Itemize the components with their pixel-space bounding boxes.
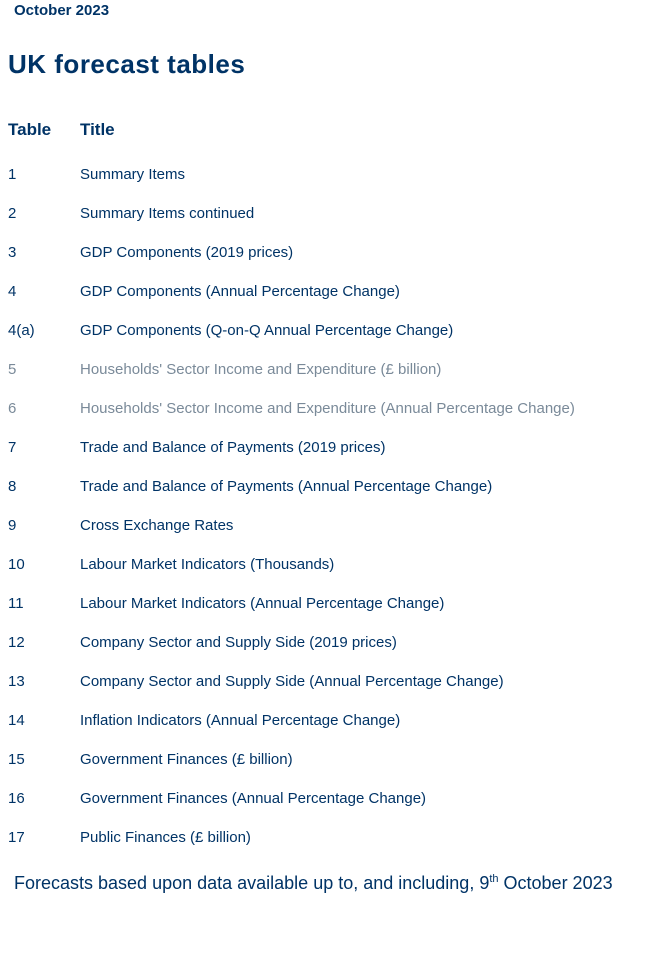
- footnote-prefix: Forecasts based upon data available up t…: [14, 873, 489, 893]
- table-id: 9: [8, 517, 80, 556]
- table-title: Labour Market Indicators (Annual Percent…: [80, 595, 642, 634]
- table-row: 12Company Sector and Supply Side (2019 p…: [8, 634, 642, 673]
- page-title: UK forecast tables: [8, 49, 642, 80]
- table-title: Cross Exchange Rates: [80, 517, 642, 556]
- page-root: October 2023 UK forecast tables Table Ti…: [0, 0, 650, 913]
- table-title: Company Sector and Supply Side (Annual P…: [80, 673, 642, 712]
- table-title: Public Finances (£ billion): [80, 829, 642, 868]
- table-id: 17: [8, 829, 80, 868]
- issue-date: October 2023: [8, 0, 642, 19]
- table-title: Company Sector and Supply Side (2019 pri…: [80, 634, 642, 673]
- table-row: 15Government Finances (£ billion): [8, 751, 642, 790]
- table-row: 14Inflation Indicators (Annual Percentag…: [8, 712, 642, 751]
- table-id: 7: [8, 439, 80, 478]
- table-row: 4GDP Components (Annual Percentage Chang…: [8, 283, 642, 322]
- table-title: Households' Sector Income and Expenditur…: [80, 400, 642, 439]
- table-title: Government Finances (Annual Percentage C…: [80, 790, 642, 829]
- table-title: Trade and Balance of Payments (Annual Pe…: [80, 478, 642, 517]
- table-id: 14: [8, 712, 80, 751]
- table-title: Labour Market Indicators (Thousands): [80, 556, 642, 595]
- footnote-suffix: October 2023: [499, 873, 613, 893]
- table-row: 17Public Finances (£ billion): [8, 829, 642, 868]
- table-header-row: Table Title: [8, 120, 642, 166]
- table-id: 13: [8, 673, 80, 712]
- table-title: Trade and Balance of Payments (2019 pric…: [80, 439, 642, 478]
- table-id: 3: [8, 244, 80, 283]
- table-row: 11Labour Market Indicators (Annual Perce…: [8, 595, 642, 634]
- table-title: Government Finances (£ billion): [80, 751, 642, 790]
- table-title: GDP Components (Q-on-Q Annual Percentage…: [80, 322, 642, 361]
- tables-index: Table Title 1Summary Items2Summary Items…: [8, 120, 642, 868]
- table-row: 6Households' Sector Income and Expenditu…: [8, 400, 642, 439]
- table-id: 15: [8, 751, 80, 790]
- table-id: 6: [8, 400, 80, 439]
- column-header-table: Table: [8, 120, 80, 166]
- column-header-title: Title: [80, 120, 642, 166]
- table-id: 16: [8, 790, 80, 829]
- table-row: 16Government Finances (Annual Percentage…: [8, 790, 642, 829]
- table-row: 10Labour Market Indicators (Thousands): [8, 556, 642, 595]
- table-row: 5Households' Sector Income and Expenditu…: [8, 361, 642, 400]
- table-row: 8Trade and Balance of Payments (Annual P…: [8, 478, 642, 517]
- table-id: 5: [8, 361, 80, 400]
- table-id: 8: [8, 478, 80, 517]
- table-row: 4(a)GDP Components (Q-on-Q Annual Percen…: [8, 322, 642, 361]
- table-row: 13Company Sector and Supply Side (Annual…: [8, 673, 642, 712]
- table-row: 1Summary Items: [8, 166, 642, 205]
- table-title: Summary Items: [80, 166, 642, 205]
- table-row: 3GDP Components (2019 prices): [8, 244, 642, 283]
- table-title: Inflation Indicators (Annual Percentage …: [80, 712, 642, 751]
- table-row: 9Cross Exchange Rates: [8, 517, 642, 556]
- footnote-ordinal-suffix: th: [489, 873, 498, 885]
- table-id: 2: [8, 205, 80, 244]
- table-id: 4(a): [8, 322, 80, 361]
- table-title: Summary Items continued: [80, 205, 642, 244]
- table-row: 7Trade and Balance of Payments (2019 pri…: [8, 439, 642, 478]
- table-id: 12: [8, 634, 80, 673]
- table-title: GDP Components (2019 prices): [80, 244, 642, 283]
- table-id: 4: [8, 283, 80, 322]
- table-id: 11: [8, 595, 80, 634]
- table-id: 1: [8, 166, 80, 205]
- table-id: 10: [8, 556, 80, 595]
- footnote: Forecasts based upon data available up t…: [8, 872, 634, 895]
- table-row: 2Summary Items continued: [8, 205, 642, 244]
- table-title: Households' Sector Income and Expenditur…: [80, 361, 642, 400]
- table-title: GDP Components (Annual Percentage Change…: [80, 283, 642, 322]
